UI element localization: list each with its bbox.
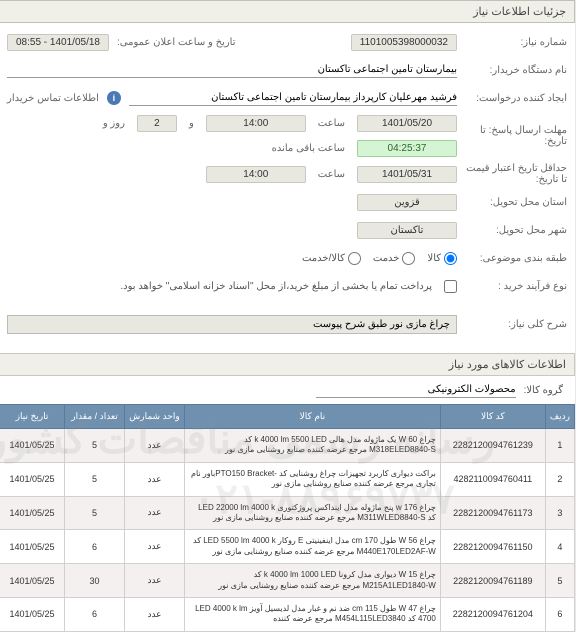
province-value: قزوین [358,194,458,211]
th-qty: تعداد / مقدار [66,405,126,429]
table-row: 12282120094761239چراغ W 60 یک ماژوله مدل… [1,429,576,463]
cell-unit: عدد [126,530,186,564]
form-section: شماره نیاز: 1101005398000032 تاریخ و ساع… [0,23,576,311]
cell-name: چراغ W 56 طول cm 170 مدل اینفینیتی E روک… [186,530,442,564]
cell-unit: عدد [126,429,186,463]
deadline-label: مهلت ارسال پاسخ: تا تاریخ: [458,125,568,147]
cell-n: 4 [546,530,575,564]
cat-kala-label: کالا [428,253,442,264]
province-label: استان محل تحویل: [458,197,568,208]
buyer-contact-label: اطلاعات تماس خریدار [8,93,100,104]
credit-date: 1401/05/31 [358,166,458,183]
cell-qty: 5 [66,496,126,530]
cell-unit: عدد [126,564,186,598]
cell-unit: عدد [126,462,186,496]
cat-kala-khadmat[interactable]: کالا/خدمت [303,252,362,265]
cell-date: 1401/05/25 [1,496,66,530]
cell-name: براکت دیواری کاربرد تجهیزات چراغ روشنایی… [186,462,442,496]
cell-date: 1401/05/25 [1,462,66,496]
desc-label: شرح کلی نیاز: [458,319,568,330]
cell-code: 2282120094761204 [441,597,546,631]
cat-kala-radio[interactable] [445,252,458,265]
cell-n: 3 [546,496,575,530]
requester-label: ایجاد کننده درخواست: [458,93,568,104]
cat-kala-khadmat-radio[interactable] [349,252,362,265]
group-input[interactable] [317,382,517,398]
cat-kala-khadmat-label: کالا/خدمت [303,253,346,264]
cell-qty: 6 [66,597,126,631]
purchase-type-label: نوع فرآیند خرید : [458,281,568,292]
need-number-value: 1101005398000032 [352,34,458,51]
items-table: ردیف کد کالا نام کالا واحد شمارش تعداد /… [0,404,576,632]
countdown-value: 04:25:37 [358,140,458,157]
th-unit: واحد شمارش [126,405,186,429]
th-date: تاریخ نیاز [1,405,66,429]
th-name: نام کالا [186,405,442,429]
announce-value: 1401/05/18 - 08:55 [8,34,110,51]
cell-code: 2282120094761150 [441,530,546,564]
cell-unit: عدد [126,597,186,631]
cell-qty: 6 [66,530,126,564]
need-number-label: شماره نیاز: [458,37,568,48]
cat-khadmat-radio[interactable] [403,252,416,265]
cell-code: 2282120094761189 [441,564,546,598]
table-row: 32282120094761173چراغ w 176 پنج ماژوله م… [1,496,576,530]
group-label: گروه کالا: [525,385,564,396]
purchase-checkbox[interactable] [445,280,458,293]
va-label: و [190,118,195,129]
cell-date: 1401/05/25 [1,530,66,564]
page-title: جزئیات اطلاعات نیاز [0,0,576,23]
th-code: کد کالا [441,405,546,429]
cell-name: چراغ W 60 یک ماژوله مدل هالی k 4000 lm 5… [186,429,442,463]
cell-unit: عدد [126,496,186,530]
cell-name: چراغ W 47 طول cm 115 ضد نم و غبار مدل لد… [186,597,442,631]
countdown-suffix: ساعت باقی مانده [273,143,346,154]
cell-date: 1401/05/25 [1,429,66,463]
cell-name: چراغ w 176 پنج ماژوله مدل اینداکس پروژکت… [186,496,442,530]
rooz-label: روز و [104,118,126,129]
category-label: طبقه بندی موضوعی: [458,253,568,264]
deadline-date: 1401/05/20 [358,115,458,132]
days-value: 2 [138,115,178,132]
cat-khadmat-label: خدمت [374,253,401,264]
requester-input[interactable] [130,90,458,106]
announce-label: تاریخ و ساعت اعلان عمومی: [118,37,237,48]
cell-code: 4282110094760411 [441,462,546,496]
table-row: 52282120094761189چراغ W 15 دیواری مدل کر… [1,564,576,598]
table-wrapper: رسانه رسمی مناقصات کشور ۰۲۱-۸۸۹۶۹۷۳۷ ردی… [0,404,576,632]
items-section-title: اطلاعات کالاهای مورد نیاز [0,353,576,376]
cell-n: 2 [546,462,575,496]
buyer-org-label: نام دستگاه خریدار: [458,65,568,76]
info-icon: i [108,91,122,105]
cell-n: 5 [546,564,575,598]
cat-kala[interactable]: کالا [428,252,458,265]
cell-n: 6 [546,597,575,631]
city-label: شهر محل تحویل: [458,225,568,236]
saat-label-2: ساعت [319,169,346,180]
desc-input[interactable] [8,315,458,334]
table-header-row: ردیف کد کالا نام کالا واحد شمارش تعداد /… [1,405,576,429]
table-row: 42282120094761150چراغ W 56 طول cm 170 مد… [1,530,576,564]
cell-qty: 5 [66,429,126,463]
th-row: ردیف [546,405,575,429]
city-value: تاکستان [358,222,458,239]
cell-qty: 30 [66,564,126,598]
cell-code: 2282120094761173 [441,496,546,530]
cell-n: 1 [546,429,575,463]
buyer-org-input[interactable] [8,62,458,78]
table-row: 62282120094761204چراغ W 47 طول cm 115 ضد… [1,597,576,631]
saat-label-1: ساعت [319,118,346,129]
purchase-note: پرداخت تمام یا بخشی از مبلغ خرید،از محل … [121,281,433,292]
credit-time: 14:00 [207,166,307,183]
table-row: 24282110094760411براکت دیواری کاربرد تجه… [1,462,576,496]
cell-name: چراغ W 15 دیواری مدل کرونا k 4000 lm 100… [186,564,442,598]
cell-date: 1401/05/25 [1,564,66,598]
cell-date: 1401/05/25 [1,597,66,631]
cat-khadmat[interactable]: خدمت [374,252,417,265]
deadline-time: 14:00 [207,115,307,132]
credit-expire-label: حداقل تاریخ اعتبار قیمت تا تاریخ: [458,163,568,185]
cell-code: 2282120094761239 [441,429,546,463]
purchase-check[interactable] [445,280,458,293]
cell-qty: 5 [66,462,126,496]
